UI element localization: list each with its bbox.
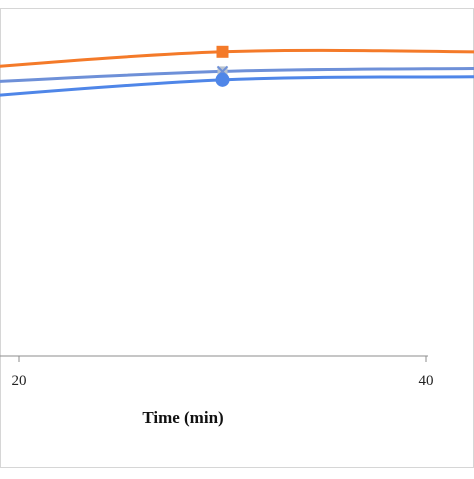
series-line (0, 58, 474, 102)
data-point-square (217, 46, 229, 58)
x-tick-label: 20 (12, 373, 27, 389)
x-axis-title: Time (min) (142, 408, 223, 427)
data-point-circle (216, 73, 230, 87)
x-tick-label: 40 (419, 373, 434, 389)
series-2 (0, 51, 474, 91)
series-3 (0, 51, 474, 109)
series-1 (0, 46, 474, 79)
x-axis-ticks: 20406080100120 (12, 356, 474, 389)
series-layer (0, 46, 474, 109)
